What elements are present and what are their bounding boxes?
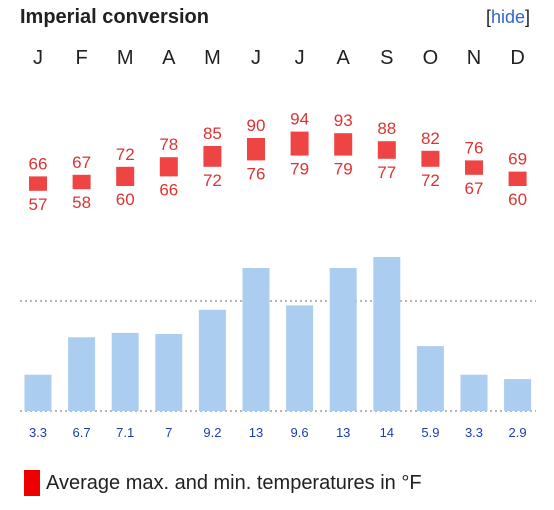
precip-bar [416, 346, 444, 411]
temp-min-label: 72 [421, 171, 440, 190]
precip-label: 14 [380, 425, 394, 440]
month-label: F [75, 47, 87, 69]
precip-label: 5.9 [421, 425, 439, 440]
precip-label: 3.3 [29, 425, 47, 440]
precip-label: 13 [249, 425, 263, 440]
month-label: S [380, 47, 393, 69]
legend-label: Average max. and min. temperatures in °F [46, 471, 422, 494]
temp-max-label: 78 [159, 135, 178, 154]
precip-label: 2.9 [509, 425, 527, 440]
temp-max-label: 90 [247, 116, 266, 135]
month-label: O [423, 47, 439, 69]
precip-bar [155, 334, 183, 411]
temp-min-label: 57 [29, 195, 48, 214]
temp-min-label: 79 [334, 160, 353, 179]
temp-bar [508, 171, 527, 186]
month-label: A [162, 47, 176, 69]
hide-link[interactable]: hide [490, 7, 525, 27]
temp-bar [116, 166, 135, 186]
temp-max-label: 88 [377, 119, 396, 138]
legend-swatch [24, 470, 40, 496]
temp-max-label: 72 [116, 145, 135, 164]
precip-label: 9.6 [291, 425, 309, 440]
precip-bar [460, 374, 488, 411]
hide-bracket-close: ] [524, 7, 530, 27]
precip-bar [286, 305, 314, 411]
precip-bar [111, 332, 139, 411]
hide-bracket-open: [ [485, 7, 491, 27]
temp-bar [159, 157, 178, 177]
temp-min-label: 77 [377, 163, 396, 182]
temp-min-label: 60 [508, 190, 527, 209]
precip-bar [24, 374, 52, 411]
month-label: D [510, 47, 524, 69]
temp-min-label: 67 [465, 179, 484, 198]
precip-label: 7 [165, 425, 172, 440]
temp-max-label: 85 [203, 124, 222, 143]
temp-bar [247, 138, 265, 161]
temp-max-label: 67 [72, 153, 91, 172]
month-label: A [337, 47, 351, 69]
month-label: J [295, 47, 305, 69]
temp-max-label: 76 [465, 138, 484, 157]
climate-chart: J 66 57 3.3 F 67 58 6.7 M 72 60 7.1 A 78 66 7 M 85 72 9.2 J 9… [20, 47, 536, 440]
precip-label: 7.1 [116, 425, 134, 440]
temp-max-label: 66 [29, 154, 48, 173]
temp-bar [203, 146, 222, 167]
precip-bar [504, 379, 532, 411]
precip-label: 6.7 [73, 425, 91, 440]
temp-bar [72, 174, 91, 190]
temp-min-label: 72 [203, 171, 222, 190]
precip-bar [242, 268, 270, 411]
month-label: N [467, 47, 481, 69]
precip-label: 13 [336, 425, 350, 440]
precip-bar [68, 337, 96, 411]
temp-bar [290, 131, 309, 156]
temp-max-label: 94 [290, 110, 309, 129]
precip-label: 3.3 [465, 425, 483, 440]
precip-label: 9.2 [203, 425, 221, 440]
temp-bar [377, 141, 396, 159]
month-label: M [117, 47, 134, 69]
temp-bar [465, 160, 483, 175]
hide-toggle: [hide] [486, 7, 530, 28]
temp-min-label: 79 [290, 160, 309, 179]
temp-max-label: 93 [334, 111, 353, 130]
temp-min-label: 60 [116, 190, 135, 209]
precip-bar [329, 268, 357, 411]
temp-min-label: 58 [72, 193, 91, 212]
month-label: J [33, 47, 43, 69]
temp-bar [334, 133, 353, 156]
temp-max-label: 69 [508, 150, 527, 169]
month-label: M [204, 47, 221, 69]
temp-bar [421, 150, 440, 167]
temp-min-label: 66 [159, 180, 178, 199]
precip-bar [373, 257, 401, 411]
chart-title: Imperial conversion [20, 6, 209, 28]
temp-max-label: 82 [421, 129, 440, 148]
month-label: J [251, 47, 261, 69]
temp-min-label: 76 [247, 164, 266, 183]
legend: Average max. and min. temperatures in °F [24, 470, 422, 496]
precip-bar [198, 309, 226, 411]
temp-bar [29, 176, 47, 191]
